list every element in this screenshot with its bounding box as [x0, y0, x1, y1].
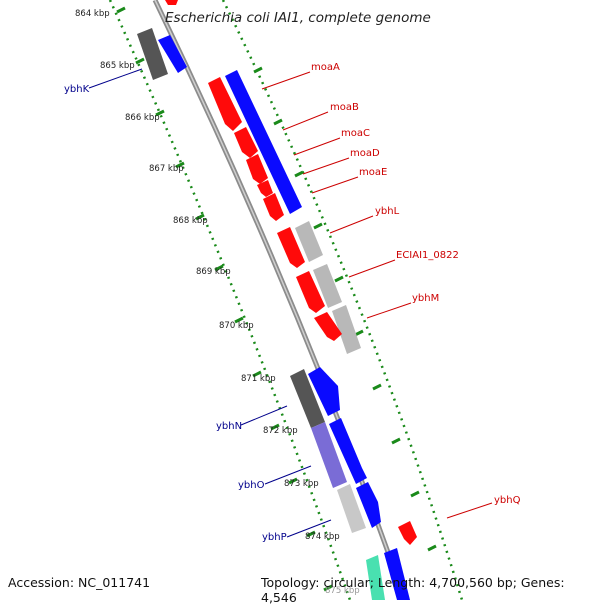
accession-label: Accession: NC_011741: [8, 575, 151, 590]
left-gene-labels: ybhK ybhN ybhO ybhP: [64, 84, 287, 543]
gene-block-ybhK-gray: [137, 28, 168, 80]
gene-label-ECIAI1_0822[interactable]: ECIAI1_0822: [396, 250, 459, 261]
gene-block-ybhN-gray: [290, 369, 325, 428]
gene-block-ybhO-blue: [329, 418, 367, 484]
ruler-label-872: 872 kbp: [263, 426, 298, 436]
gene-block-ybhK-blue: [158, 35, 187, 73]
gene-block-bottom-teal: [366, 555, 385, 600]
left-label-lines: [88, 68, 332, 538]
ruler-label-873: 873 kbp: [284, 479, 319, 489]
ruler-label-864: 864 kbp: [75, 9, 110, 19]
gene-block-ybhM: [314, 312, 342, 341]
ruler-label-875: 875 kbp: [325, 586, 360, 596]
gene-label-ybhP[interactable]: ybhP: [262, 532, 287, 543]
gene-block-ybhL: [277, 227, 305, 268]
ruler-label-870: 870 kbp: [219, 321, 254, 331]
gene-block-ybhO-purple: [311, 422, 347, 488]
right-gene-labels: moaA moaB moaC moaD moaE ybhL ECIAI1_082…: [311, 62, 521, 506]
map-title: Escherichia coli IAI1, complete genome: [165, 10, 431, 26]
gene-block-forward-long: [225, 70, 302, 214]
ruler-label-865: 865 kbp: [100, 61, 135, 71]
gene-label-moaD[interactable]: moaD: [350, 148, 380, 159]
inner-ruler-track: [108, 0, 352, 601]
gene-label-ybhL[interactable]: ybhL: [375, 206, 400, 217]
gene-block-top-red: [165, 0, 178, 5]
gene-block-ybhN-blue: [308, 367, 340, 416]
gene-label-ybhO[interactable]: ybhO: [238, 480, 265, 491]
gene-label-moaE[interactable]: moaE: [359, 167, 387, 178]
gene-block-ybhM-gray: [332, 305, 361, 354]
gene-block-ECIAI1_0822: [296, 271, 325, 313]
gene-blocks: [137, 0, 417, 600]
ruler-label-874: 874 kbp: [305, 532, 340, 542]
ruler-label-868: 868 kbp: [173, 216, 208, 226]
ruler-label-866: 866 kbp: [125, 113, 160, 123]
gene-block-bottom-blue: [384, 548, 410, 600]
gene-block-ybhL-gray: [295, 221, 323, 262]
gene-label-ybhK[interactable]: ybhK: [64, 84, 90, 95]
inner-ruler-ticks: [116, 6, 333, 592]
ruler-label-871: 871 kbp: [241, 374, 276, 384]
gene-block-ybhP-gray: [337, 484, 366, 533]
gene-block-moaB: [234, 127, 258, 158]
gene-label-ybhN[interactable]: ybhN: [216, 421, 242, 432]
ruler-label-869: 869 kbp: [196, 267, 231, 277]
gene-block-moaA: [208, 77, 242, 131]
gene-label-ybhM[interactable]: ybhM: [412, 293, 439, 304]
gene-label-ybhQ[interactable]: ybhQ: [494, 495, 521, 506]
gene-label-moaC[interactable]: moaC: [341, 128, 370, 139]
gene-label-moaB[interactable]: moaB: [330, 102, 359, 113]
right-label-lines: [261, 71, 493, 519]
ruler-labels: 864 kbp 865 kbp 866 kbp 867 kbp 868 kbp …: [75, 9, 360, 596]
outer-ruler-ticks: [253, 66, 437, 552]
gene-block-ECIAI1_0822-gray: [313, 264, 342, 308]
gene-block-moaE: [263, 193, 284, 221]
ruler-label-867: 867 kbp: [149, 164, 184, 174]
gene-block-moaC: [246, 154, 268, 184]
genome-summary: Topology: circular; Length: 4,700,560 bp…: [261, 575, 565, 605]
gene-block-ybhP-blue: [356, 482, 381, 528]
gene-block-moaD: [257, 180, 273, 197]
gene-label-moaA[interactable]: moaA: [311, 62, 340, 73]
gene-block-ybhQ: [398, 521, 417, 545]
